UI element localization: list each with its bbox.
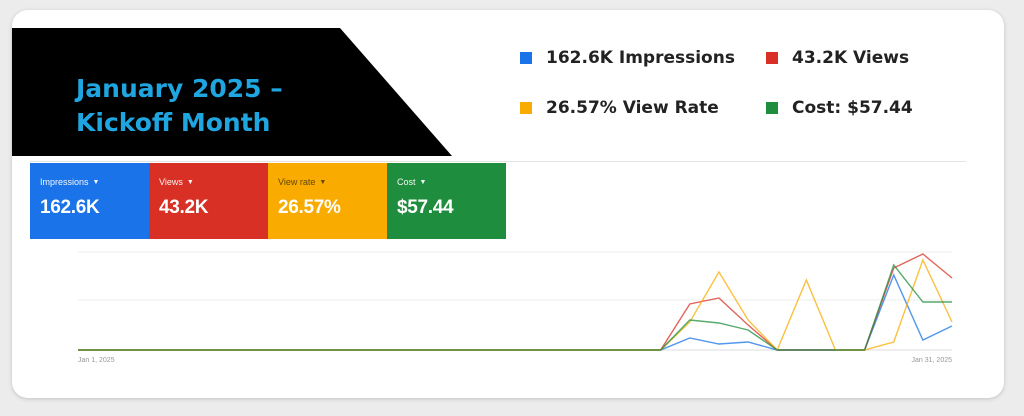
legend-views: 43.2K Views — [766, 48, 909, 68]
legend-impressions: 162.6K Impressions — [520, 48, 735, 68]
legend-cost: Cost: $57.44 — [766, 98, 913, 118]
series-line-impressions — [78, 273, 953, 351]
dropdown-caret-icon[interactable]: ▼ — [419, 178, 427, 186]
banner-title-line2: Kickoff Month — [76, 108, 271, 137]
series-line-cost — [78, 263, 952, 351]
banner-title-line1: January 2025 – — [76, 74, 283, 103]
series-line-view-rate — [78, 258, 953, 352]
legend-label: Cost: $57.44 — [792, 98, 913, 118]
legend-view-rate: 26.57% View Rate — [520, 98, 719, 118]
metric-label: Views ▼ — [159, 177, 268, 187]
x-tick-start: Jan 1, 2025 — [78, 357, 115, 364]
title-banner: January 2025 – Kickoff Month — [12, 28, 452, 156]
metric-label: Impressions ▼ — [40, 177, 149, 187]
metric-label-text: Cost — [397, 177, 416, 187]
legend-swatch-green — [766, 102, 778, 114]
metric-label-text: Views — [159, 177, 183, 187]
dropdown-caret-icon[interactable]: ▼ — [186, 178, 194, 186]
metric-value: 43.2K — [159, 197, 209, 218]
summary-legend: 162.6K Impressions 43.2K Views 26.57% Vi… — [520, 46, 960, 136]
report-card: January 2025 – Kickoff Month 162.6K Impr… — [12, 10, 1004, 398]
legend-label: 43.2K Views — [792, 48, 910, 68]
dropdown-caret-icon[interactable]: ▼ — [92, 178, 100, 186]
series-line-views — [78, 253, 953, 351]
metric-value: 162.6K — [40, 197, 100, 218]
metric-value: 26.57% — [278, 197, 341, 218]
metric-label-text: View rate — [278, 177, 316, 187]
metric-label: Cost ▼ — [397, 177, 506, 187]
line-chart: Jan 1, 2025 Jan 31, 2025 — [78, 251, 953, 364]
legend-swatch-blue — [520, 52, 532, 64]
metric-tab-views[interactable]: Views ▼ 43.2K — [149, 163, 268, 239]
metric-tab-impressions[interactable]: Impressions ▼ 162.6K — [30, 163, 149, 239]
x-tick-end: Jan 31, 2025 — [912, 357, 953, 364]
metric-tab-cost[interactable]: Cost ▼ $57.44 — [387, 163, 506, 239]
metric-label-text: Impressions — [40, 177, 89, 187]
metric-value: $57.44 — [397, 197, 454, 218]
divider — [30, 161, 966, 162]
banner-title: January 2025 – Kickoff Month — [76, 72, 283, 140]
metric-tabs: Impressions ▼ 162.6K Views ▼ 43.2K View … — [30, 163, 506, 239]
metric-tab-view-rate[interactable]: View rate ▼ 26.57% — [268, 163, 387, 239]
legend-swatch-red — [766, 52, 778, 64]
legend-label: 26.57% View Rate — [546, 98, 719, 118]
metric-label: View rate ▼ — [278, 177, 387, 187]
dropdown-caret-icon[interactable]: ▼ — [319, 178, 327, 186]
legend-swatch-yellow — [520, 102, 532, 114]
legend-label: 162.6K Impressions — [546, 48, 735, 68]
